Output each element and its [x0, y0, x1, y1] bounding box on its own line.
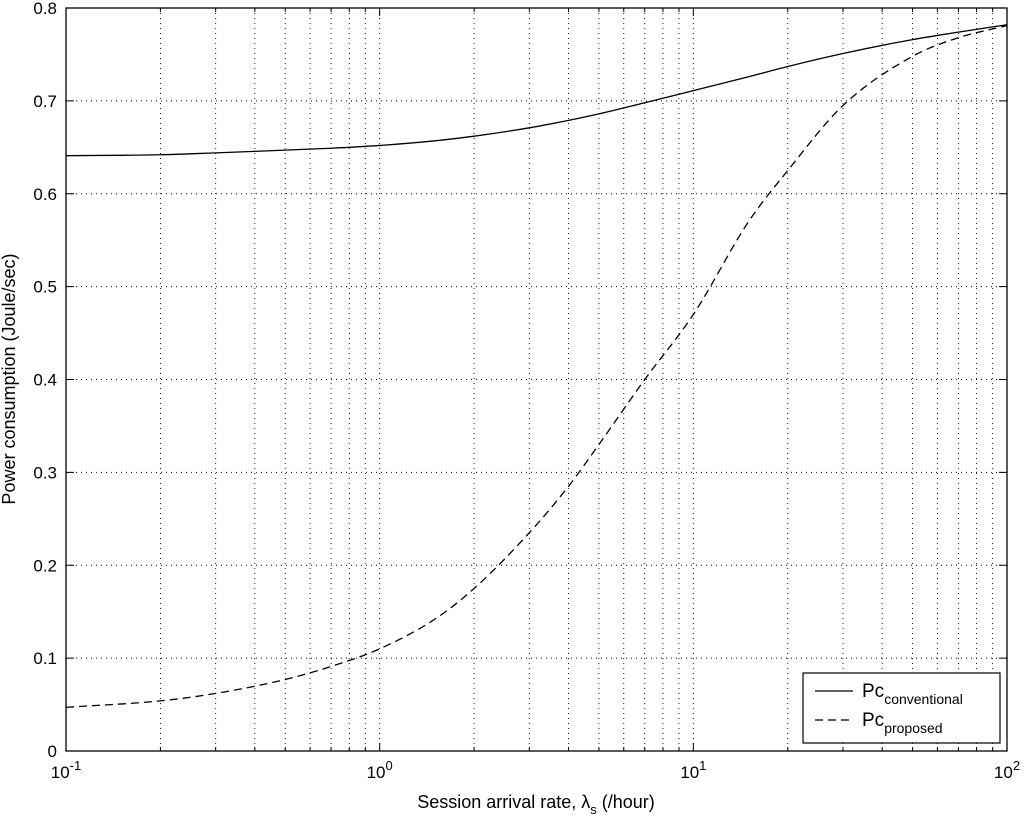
legend-label-conventional: Pcconventional — [862, 681, 963, 707]
legend-label-proposed: Pcproposed — [862, 710, 943, 736]
series-line-conventional — [65, 24, 1008, 157]
legend-box — [802, 672, 1001, 744]
x-tick-label: 100 — [367, 758, 393, 782]
y-tick-label: 0.8 — [33, 0, 57, 18]
tick-labels: 0 0.1 0.2 0.3 0.4 0.5 0.6 0.7 0.8 10-1 100 101 102 — [33, 0, 1020, 782]
y-tick-label: 0 — [48, 742, 57, 761]
y-tick-label: 0.1 — [33, 649, 57, 668]
y-tick-label: 0.5 — [33, 278, 57, 297]
series-line-proposed — [65, 25, 1008, 708]
y-tick-label: 0.4 — [33, 371, 57, 390]
axis-ticks — [66, 8, 1007, 751]
y-tick-label: 0.6 — [33, 185, 57, 204]
x-tick-label: 10-1 — [51, 758, 81, 782]
series-lines — [65, 24, 1008, 708]
legend: Pcconventional Pcproposed — [802, 672, 1001, 744]
grid-lines — [66, 8, 1007, 751]
x-axis-label: Session arrival rate, λs (/hour) — [417, 792, 655, 817]
y-axis-label: Power consumption (Joule/sec) — [0, 253, 19, 504]
x-tick-label: 101 — [680, 758, 706, 782]
x-tick-label: 102 — [994, 758, 1020, 782]
y-tick-label: 0.7 — [33, 92, 57, 111]
y-tick-label: 0.3 — [33, 463, 57, 482]
y-tick-label: 0.2 — [33, 556, 57, 575]
